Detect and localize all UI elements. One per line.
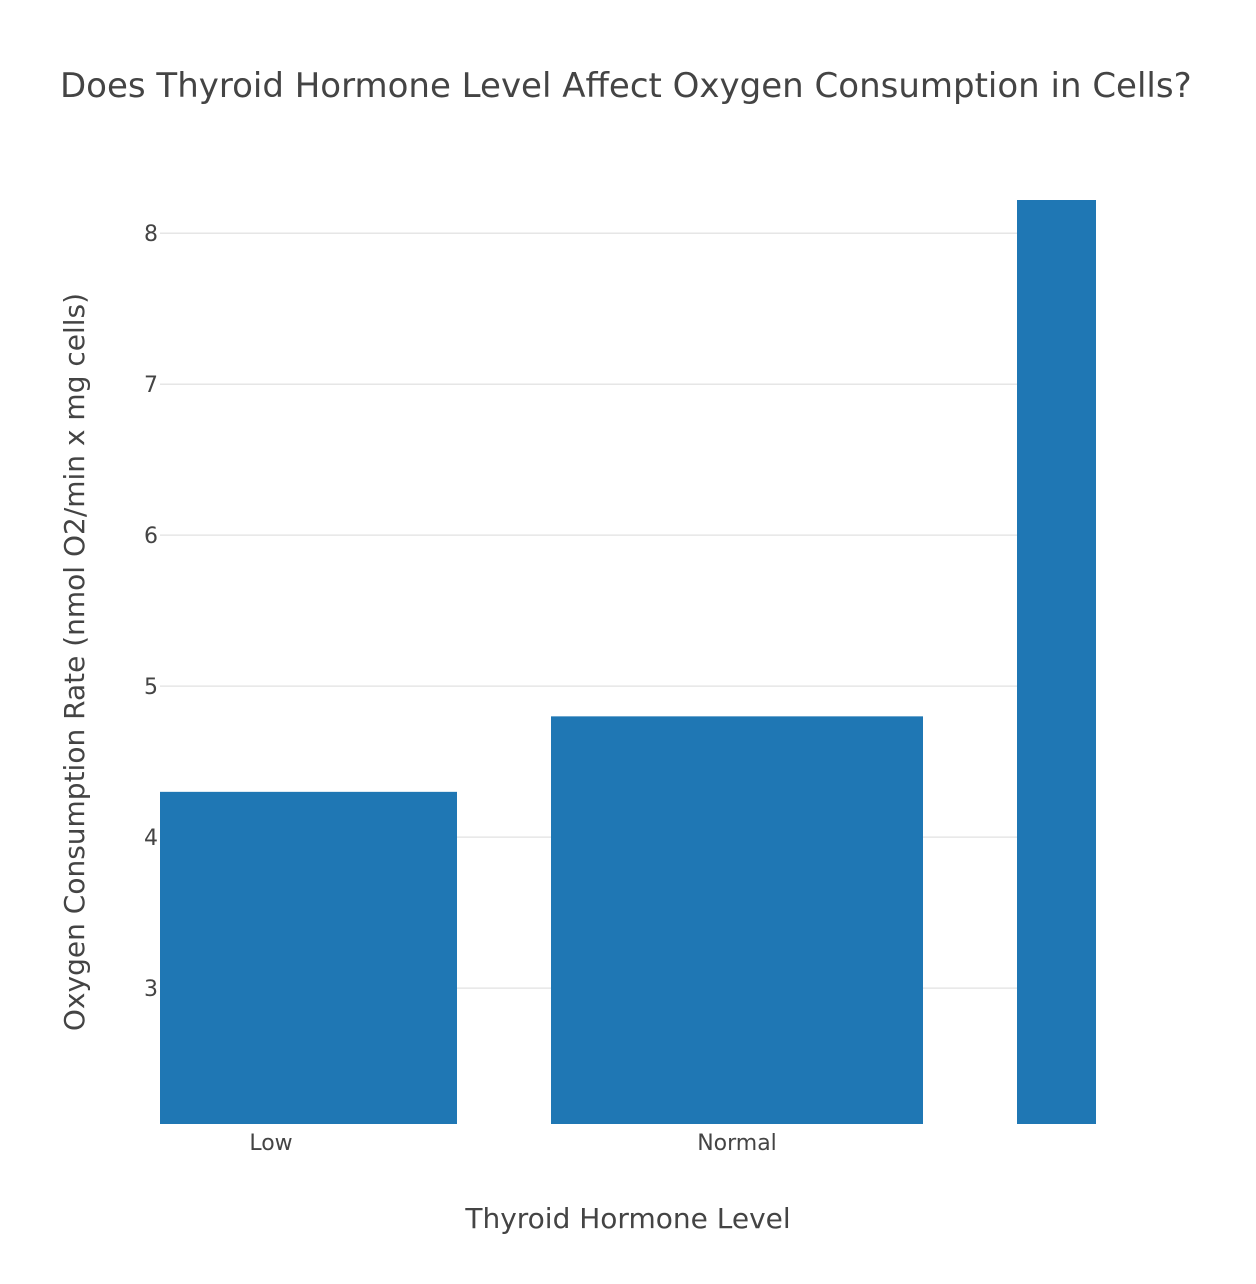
bar-low [160, 791, 457, 1124]
y-tick-label: 3 [144, 977, 158, 1002]
y-tick-label: 8 [144, 222, 158, 247]
bars [160, 200, 1096, 1124]
bar-high [1017, 200, 1096, 1124]
x-tick-label: Low [249, 1131, 292, 1156]
y-tick-label: 6 [144, 524, 158, 549]
y-tick-label: 4 [144, 826, 158, 851]
x-tick-labels: Low Normal [249, 1131, 776, 1156]
y-tick-label: 7 [144, 373, 158, 398]
x-axis-title: Thyroid Hormone Level [464, 1202, 790, 1235]
y-axis-title: Oxygen Consumption Rate (nmol O2/min x m… [58, 293, 91, 1031]
chart-title: Does Thyroid Hormone Level Affect Oxygen… [60, 66, 1192, 106]
y-tick-labels: 3 4 5 6 7 8 [144, 222, 158, 1002]
bar-normal [551, 716, 923, 1124]
y-tick-label: 5 [144, 675, 158, 700]
x-tick-label: Normal [697, 1131, 777, 1156]
